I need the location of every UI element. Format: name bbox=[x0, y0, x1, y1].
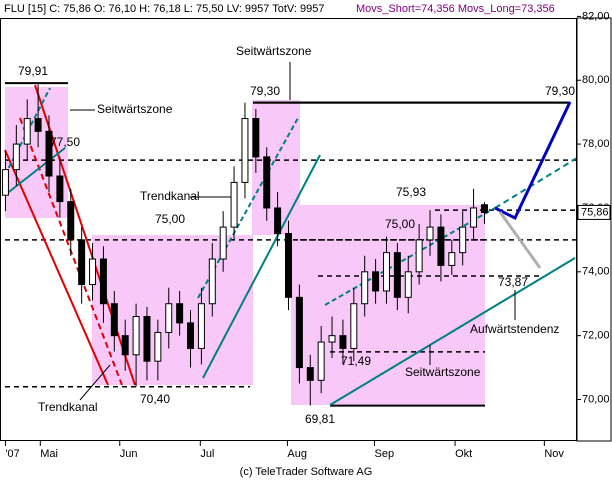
y-tick-label: 70,00 bbox=[582, 393, 610, 405]
x-tick-label: Aug bbox=[287, 448, 307, 460]
candle-body bbox=[252, 118, 260, 158]
candle-body bbox=[295, 296, 303, 369]
candle-body bbox=[187, 322, 195, 349]
candle-body bbox=[121, 335, 129, 356]
levels bbox=[5, 82, 577, 407]
y-tick-label: 80,00 bbox=[582, 74, 610, 86]
trend-line bbox=[494, 157, 578, 209]
candle-body bbox=[241, 118, 249, 183]
candle-body bbox=[89, 258, 97, 286]
annotation: Seitwärtszone bbox=[236, 44, 312, 58]
trend-line bbox=[329, 257, 576, 406]
candle-body bbox=[165, 303, 173, 333]
candle-body bbox=[12, 143, 20, 171]
candle-body bbox=[285, 232, 292, 298]
annotation: Seitwärtszone bbox=[97, 102, 173, 116]
level-label: 79,91 bbox=[18, 64, 48, 78]
level-label: 75,93 bbox=[396, 185, 426, 199]
annotation: Seitwärtszone bbox=[405, 365, 481, 379]
candle-body bbox=[143, 315, 151, 362]
candle-body bbox=[393, 252, 401, 298]
trend-line bbox=[4, 149, 109, 386]
level-label: 79,30 bbox=[250, 84, 280, 98]
candle-body bbox=[34, 118, 42, 132]
header: FLU [15] C: 75,86 O: 76,10 H: 76,18 L: 7… bbox=[4, 3, 324, 15]
candle-body bbox=[404, 271, 412, 298]
candle-body bbox=[372, 271, 380, 292]
candle-body bbox=[56, 175, 64, 203]
y-axis-panel bbox=[576, 17, 612, 442]
y-tick-label: 74,00 bbox=[582, 266, 610, 278]
candle-body bbox=[328, 335, 336, 343]
annotation: Trendkanal bbox=[140, 189, 200, 203]
level-label: 69,81 bbox=[305, 412, 335, 426]
candle-body bbox=[437, 226, 445, 266]
footer: (c) TeleTrader Software AG bbox=[240, 466, 373, 478]
candle-body bbox=[448, 252, 456, 266]
candle-body bbox=[339, 335, 347, 349]
level-label: 77,50 bbox=[50, 135, 80, 149]
forecast-line bbox=[498, 211, 542, 269]
candle-body bbox=[154, 331, 162, 362]
candle-body bbox=[415, 239, 423, 273]
y-tick-label: 78,00 bbox=[582, 138, 610, 150]
candle-body bbox=[382, 252, 390, 292]
x-tick-label: Mai bbox=[40, 448, 58, 460]
level-label: 73,87 bbox=[498, 275, 528, 289]
candle-body bbox=[176, 303, 184, 324]
annotation: Trendkanal bbox=[38, 400, 98, 414]
x-tick-label: Nov bbox=[544, 448, 564, 460]
candle-body bbox=[78, 239, 86, 286]
candle-body bbox=[45, 130, 53, 177]
forecast-line bbox=[494, 101, 572, 221]
last-price-box bbox=[577, 204, 611, 220]
zone bbox=[92, 235, 253, 385]
candle-body bbox=[350, 303, 358, 349]
candles bbox=[1, 83, 488, 406]
candle-body bbox=[361, 271, 369, 305]
candle-body bbox=[99, 258, 107, 305]
trend-line bbox=[4, 147, 66, 196]
candle-body bbox=[132, 315, 140, 356]
level-label: 71,49 bbox=[341, 354, 371, 368]
annotation: Aufwärtstendenz bbox=[470, 322, 559, 336]
level-label: 79,30 bbox=[545, 84, 575, 98]
x-tick-label: '07 bbox=[5, 448, 19, 460]
candle-body bbox=[1, 169, 9, 196]
candle-body bbox=[219, 226, 227, 260]
last-price-label: 75,86 bbox=[581, 206, 609, 218]
y-tick-label: 82,00 bbox=[582, 10, 610, 22]
candle-body bbox=[426, 226, 434, 241]
trend-line bbox=[202, 154, 321, 379]
candle-body bbox=[230, 181, 238, 228]
candle-body bbox=[306, 367, 314, 381]
candle-body bbox=[263, 156, 271, 209]
candle-body bbox=[317, 341, 325, 381]
candle-body bbox=[110, 303, 118, 337]
arrow bbox=[79, 364, 111, 401]
candle-body bbox=[67, 201, 75, 241]
candle-body bbox=[470, 207, 478, 228]
y-tick-label: 72,00 bbox=[582, 330, 610, 342]
candle-body bbox=[459, 226, 467, 254]
candle-body bbox=[23, 118, 31, 145]
candle-body bbox=[197, 303, 205, 349]
x-tick-label: Jul bbox=[200, 448, 214, 460]
level-label: 75,00 bbox=[385, 217, 415, 231]
x-tick-label: Jun bbox=[120, 448, 138, 460]
candle-body bbox=[480, 204, 488, 213]
x-tick-label: Okt bbox=[455, 448, 472, 460]
x-tick-label: Sep bbox=[375, 448, 395, 460]
candle-body bbox=[208, 258, 216, 305]
header-movs: Movs_Short=74,356 Movs_Long=73,356 bbox=[356, 3, 555, 15]
level-label: 70,40 bbox=[140, 392, 170, 406]
candle-body bbox=[274, 207, 282, 234]
level-label: 75,00 bbox=[155, 212, 185, 226]
